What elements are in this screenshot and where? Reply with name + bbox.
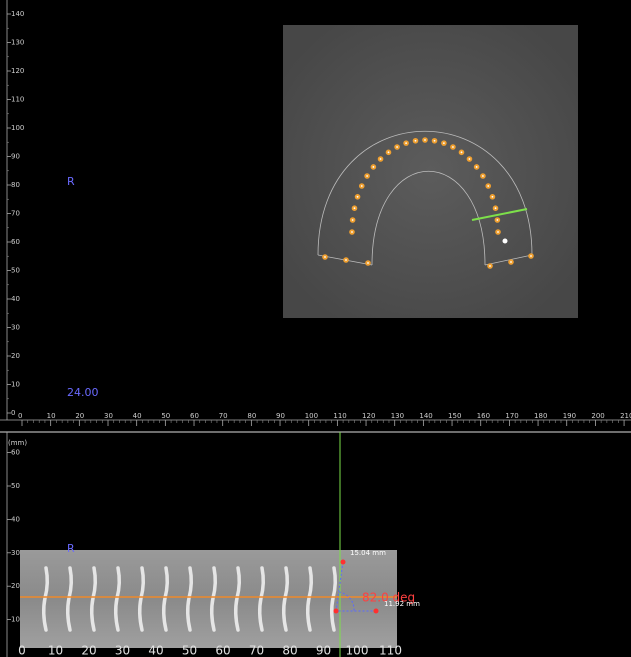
landmark-center [497, 231, 499, 233]
ruler-label: 120 [11, 67, 24, 75]
landmark-center [388, 151, 390, 153]
landmark-center [476, 166, 478, 168]
ruler-label: 30 [11, 324, 20, 332]
ruler-label: 100 [346, 644, 369, 657]
ruler-label: 10 [47, 412, 56, 420]
side-label: R [67, 542, 75, 555]
landmark-center [434, 140, 436, 142]
ruler-label: 0 [11, 409, 15, 417]
measure-point[interactable] [341, 560, 346, 565]
slice-label: 24.00 [67, 386, 99, 399]
ruler-label: 110 [11, 96, 24, 104]
ruler-label: 120 [362, 412, 375, 420]
unit-label: (mm) [8, 439, 27, 447]
ruler-label: 20 [11, 352, 20, 360]
landmark-center [361, 185, 363, 187]
landmark-center [405, 142, 407, 144]
ruler-label: 40 [148, 644, 163, 657]
ruler-label: 90 [316, 644, 331, 657]
landmark-center [324, 256, 326, 258]
ruler-label: 140 [11, 10, 24, 18]
ruler-label: 50 [182, 644, 197, 657]
ruler-label: 170 [505, 412, 518, 420]
ruler-label: 10 [48, 644, 63, 657]
ruler-label: 60 [11, 449, 20, 457]
landmark-center [424, 139, 426, 141]
ruler-label: 110 [379, 644, 402, 657]
ruler-label: 0 [18, 412, 22, 420]
landmark-center [530, 255, 532, 257]
ruler-label: 10 [11, 616, 20, 624]
ruler-label: 20 [81, 644, 96, 657]
landmark-center [366, 175, 368, 177]
ruler-label: 60 [11, 238, 20, 246]
landmark-center [396, 146, 398, 148]
ruler-label: 180 [534, 412, 547, 420]
page: {"top_view": {"side_label": "R", "slice_… [0, 0, 631, 657]
ruler-label: 150 [448, 412, 461, 420]
landmark-center [492, 196, 494, 198]
landmark-center [443, 142, 445, 144]
landmark-center [482, 175, 484, 177]
ruler-label: 130 [11, 39, 24, 47]
landmark-center [496, 219, 498, 221]
landmark-center [487, 185, 489, 187]
ruler-label: 110 [333, 412, 346, 420]
ruler-label: 70 [11, 210, 20, 218]
landmark-center [351, 231, 353, 233]
ruler-label: 100 [11, 124, 24, 132]
ruler-label: 200 [591, 412, 604, 420]
landmark-center [345, 259, 347, 261]
landmark-center [380, 158, 382, 160]
ruler-label: 60 [190, 412, 199, 420]
ruler-label: 60 [215, 644, 230, 657]
measure-point[interactable] [374, 609, 379, 614]
ruler-label: 100 [305, 412, 318, 420]
landmark-center [461, 151, 463, 153]
landmark-center [415, 140, 417, 142]
viewer: R 24.00 15.04 mm 82.0 deg 11.92 mm R (mm… [0, 0, 631, 657]
ruler-label: 20 [11, 582, 20, 590]
ruler-label: 70 [219, 412, 228, 420]
landmark-center [452, 146, 454, 148]
ruler-label: 90 [11, 153, 20, 161]
landmark-center [372, 166, 374, 168]
ruler-label: 30 [104, 412, 113, 420]
ruler-label: 0 [18, 644, 26, 657]
ruler-label: 70 [249, 644, 264, 657]
bright-spot [503, 239, 508, 244]
side-label: R [67, 175, 75, 188]
ruler-label: 20 [75, 412, 84, 420]
landmark-center [357, 196, 359, 198]
ruler-label: 130 [391, 412, 404, 420]
landmark-center [469, 158, 471, 160]
ruler-label: 210 [620, 412, 631, 420]
landmark-center [495, 207, 497, 209]
ruler-label: 90 [276, 412, 285, 420]
length-label: 11.92 mm [384, 600, 420, 608]
ruler-label: 190 [563, 412, 576, 420]
landmark-center [489, 265, 491, 267]
ruler-label: 80 [247, 412, 256, 420]
ruler-label: 80 [11, 181, 20, 189]
ruler-label: 40 [11, 515, 20, 523]
ruler-label: 160 [477, 412, 490, 420]
ruler-label: 30 [115, 644, 130, 657]
measure-point[interactable] [334, 609, 339, 614]
landmark-center [352, 219, 354, 221]
ruler-label: 50 [11, 482, 20, 490]
ruler-label: 50 [11, 267, 20, 275]
ruler-label: 10 [11, 381, 20, 389]
ruler-label: 80 [282, 644, 297, 657]
landmark-center [367, 262, 369, 264]
landmark-center [510, 261, 512, 263]
ruler-label: 40 [11, 295, 20, 303]
ruler-label: 50 [161, 412, 170, 420]
ruler-label: 140 [419, 412, 432, 420]
ruler-label: 30 [11, 549, 20, 557]
ruler-label: 40 [133, 412, 142, 420]
landmark-center [354, 207, 356, 209]
length-label: 15.04 mm [350, 549, 386, 557]
